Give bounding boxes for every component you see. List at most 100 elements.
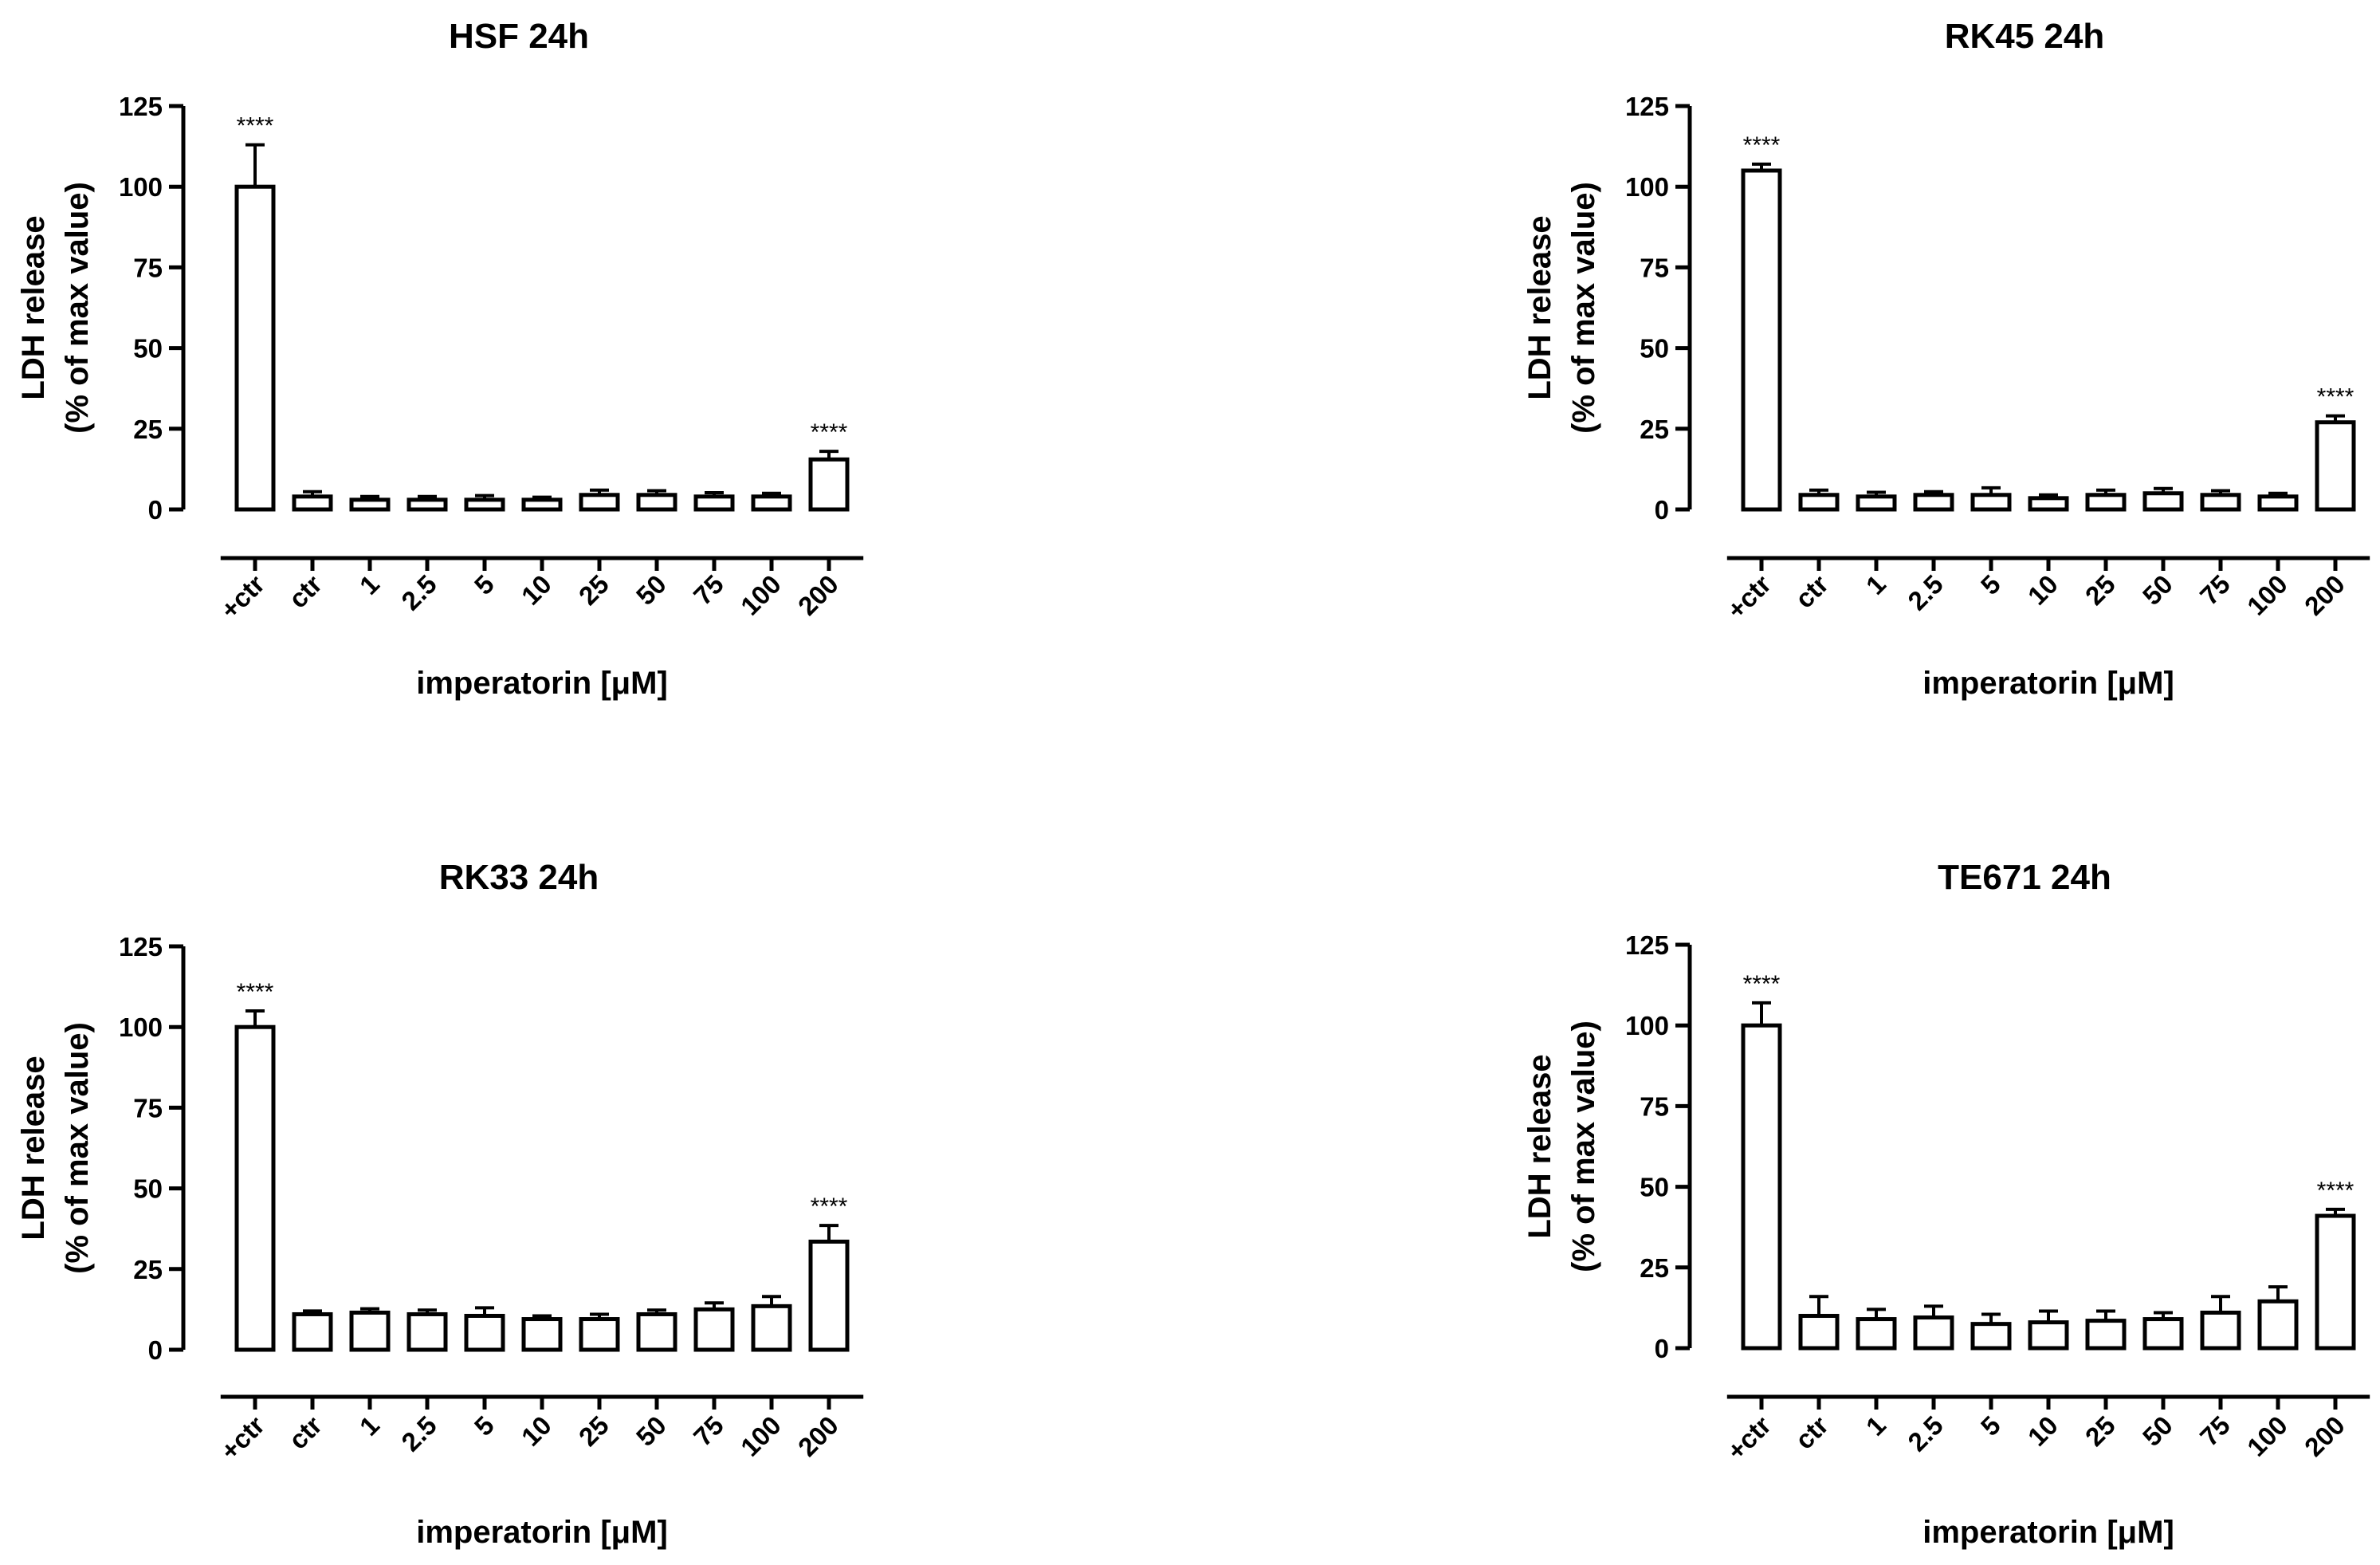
- y-axis-label: (% of max value): [60, 1022, 95, 1274]
- x-tick-label: ctr: [283, 569, 328, 614]
- chart-title: HSF 24h: [449, 17, 589, 56]
- bar: [693, 1307, 735, 1352]
- bar: [808, 457, 850, 512]
- y-tick-label: 50: [133, 1174, 163, 1204]
- y-tick-label: 50: [133, 334, 163, 364]
- y-tick-label: 50: [1640, 334, 1669, 364]
- bar: [2028, 1320, 2069, 1351]
- bar: [1798, 1314, 1840, 1351]
- y-axis-label: LDH release: [16, 215, 51, 399]
- significance-label: ****: [237, 113, 274, 140]
- x-tick-label: 1: [354, 569, 385, 600]
- y-tick-label: 100: [119, 172, 163, 202]
- x-tick-label: 5: [469, 569, 500, 600]
- x-tick-label: 25: [2080, 569, 2121, 611]
- x-axis-label: imperatorin [μM]: [416, 1515, 668, 1550]
- bar: [292, 1311, 333, 1352]
- y-axis-label: LDH release: [1522, 1054, 1557, 1238]
- y-tick-label: 0: [1655, 1334, 1669, 1363]
- x-tick-label: ctr: [1789, 1410, 1834, 1455]
- x-tick-label: 5: [1975, 1410, 2006, 1441]
- bar: [349, 497, 391, 512]
- bar: [1913, 493, 1954, 512]
- x-tick-label: 2.5: [1902, 569, 1949, 616]
- bar: [636, 1311, 677, 1352]
- bar: [406, 1311, 448, 1352]
- bar: [2257, 1299, 2299, 1351]
- x-tick-label: 10: [2022, 569, 2064, 611]
- x-tick-label: 200: [792, 569, 844, 621]
- x-tick-label: 10: [516, 569, 557, 611]
- bar: [1741, 168, 1782, 512]
- x-tick-label: 2.5: [1902, 1410, 1949, 1457]
- y-tick-label: 0: [148, 1335, 163, 1365]
- y-axis-label: (% of max value): [1566, 1020, 1601, 1272]
- y-tick-label: 75: [1640, 1091, 1669, 1121]
- x-tick-label: 100: [2241, 569, 2293, 621]
- x-tick-label: 50: [2137, 1410, 2178, 1452]
- x-tick-label: 1: [354, 1410, 385, 1441]
- bar: [2315, 1213, 2356, 1351]
- bar: [2028, 496, 2069, 512]
- x-axis-label: imperatorin [μM]: [1922, 1515, 2174, 1550]
- y-tick-label: 25: [133, 1255, 163, 1284]
- x-tick-label: 100: [735, 569, 787, 621]
- y-tick-label: 125: [119, 932, 163, 961]
- bar: [1798, 493, 1840, 512]
- x-tick-label: 75: [2194, 1410, 2236, 1452]
- bar: [1856, 494, 1897, 512]
- significance-label: ****: [1743, 971, 1781, 997]
- x-tick-label: 200: [792, 1410, 844, 1462]
- y-tick-label: 100: [1625, 172, 1669, 202]
- y-tick-label: 0: [1655, 495, 1669, 525]
- y-tick-label: 75: [133, 1093, 163, 1123]
- bar: [808, 1239, 850, 1352]
- chart-title: RK45 24h: [1945, 17, 2105, 56]
- y-axis-label: LDH release: [1522, 215, 1557, 399]
- bar: [2085, 493, 2127, 512]
- y-tick-label: 100: [1625, 1011, 1669, 1040]
- x-tick-label: 5: [469, 1410, 500, 1441]
- x-axis-label: imperatorin [μM]: [416, 666, 668, 701]
- bar: [521, 497, 563, 512]
- x-tick-label: 10: [2022, 1410, 2064, 1452]
- y-tick-label: 75: [133, 253, 163, 282]
- y-axis-label: (% of max value): [60, 182, 95, 434]
- significance-label: ****: [811, 419, 848, 446]
- y-tick-label: 25: [133, 415, 163, 444]
- bar: [1741, 1023, 1782, 1351]
- y-tick-label: 125: [1625, 92, 1669, 121]
- y-tick-label: 100: [119, 1013, 163, 1042]
- bar: [234, 1024, 276, 1352]
- significance-label: ****: [237, 979, 274, 1005]
- chart-title: TE671 24h: [1938, 858, 2111, 897]
- bar: [349, 1310, 391, 1352]
- x-tick-label: 5: [1975, 569, 2006, 600]
- bar: [751, 1304, 792, 1352]
- bar: [1970, 1322, 2012, 1351]
- y-tick-label: 0: [148, 495, 163, 525]
- bar: [2085, 1319, 2127, 1351]
- bar: [2257, 494, 2299, 512]
- x-tick-label: 50: [630, 569, 672, 611]
- bar: [234, 184, 276, 512]
- x-tick-label: 2.5: [395, 1410, 442, 1457]
- significance-label: ****: [1743, 132, 1781, 159]
- x-tick-label: 25: [2080, 1410, 2121, 1452]
- bar: [2200, 1310, 2241, 1351]
- x-tick-label: 100: [735, 1410, 787, 1462]
- x-tick-label: 25: [573, 569, 615, 611]
- bar: [2142, 491, 2184, 512]
- x-tick-label: 100: [2241, 1410, 2293, 1462]
- bar: [1913, 1315, 1954, 1351]
- y-tick-label: 75: [1640, 253, 1669, 282]
- x-tick-label: 75: [688, 569, 729, 611]
- bar: [579, 1317, 620, 1352]
- chart-title: RK33 24h: [439, 858, 599, 897]
- bar: [751, 494, 792, 512]
- y-tick-label: 125: [119, 92, 163, 121]
- bar: [2315, 420, 2356, 512]
